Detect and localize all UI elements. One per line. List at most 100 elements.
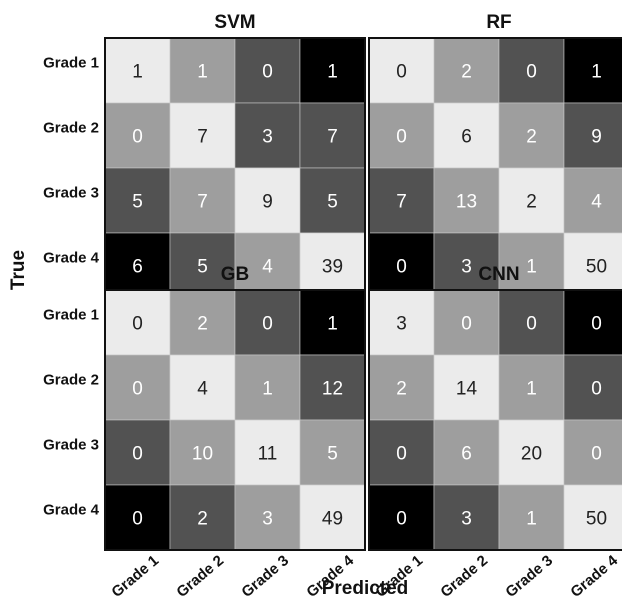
cell-value: 0 (262, 314, 273, 335)
heatmap-cell (433, 102, 500, 169)
heatmap-cell (433, 419, 500, 486)
row-label: Grade 2 (43, 372, 99, 389)
cell-value: 5 (132, 192, 143, 213)
cell-value: 1 (327, 62, 338, 83)
row-label: Grade 1 (43, 55, 99, 72)
heatmap-cell (498, 289, 565, 356)
cell-value: 11 (258, 444, 278, 465)
heatmap-cell (104, 37, 171, 104)
cell-value: 7 (396, 192, 407, 213)
row-label: Grade 2 (43, 120, 99, 137)
heatmap-cell (169, 102, 236, 169)
cell-value: 0 (526, 62, 537, 83)
cell-value: 14 (456, 379, 478, 400)
cell-value: 3 (262, 127, 273, 148)
heatmap-cell (368, 102, 435, 169)
heatmap-cell (104, 232, 171, 299)
cell-value: 1 (262, 379, 273, 400)
cell-value: 1 (526, 257, 537, 278)
cell-value: 0 (132, 127, 143, 148)
heatmap-cell (169, 354, 236, 421)
cell-value: 1 (327, 314, 338, 335)
cell-value: 4 (591, 192, 602, 213)
cell-value: 6 (461, 444, 472, 465)
panel-frame (104, 289, 366, 551)
cell-value: 0 (461, 314, 472, 335)
cell-value: 1 (591, 62, 602, 83)
cell-value: 3 (262, 509, 273, 530)
cell-value: 1 (197, 62, 208, 83)
cell-value: 3 (461, 257, 472, 278)
cell-value: 5 (327, 444, 338, 465)
heatmap-cell (368, 232, 435, 299)
heatmap-cell (498, 354, 565, 421)
cell-value: 0 (132, 314, 143, 335)
cell-value: 10 (192, 444, 213, 465)
cell-value: 0 (262, 62, 273, 83)
cell-value: 2 (526, 127, 537, 148)
cell-value: 7 (197, 127, 208, 148)
cell-value: 0 (396, 257, 407, 278)
cell-value: 0 (396, 509, 407, 530)
heatmap-cell (299, 289, 366, 356)
row-label: Grade 4 (43, 250, 100, 267)
panel-title-svm: SVM (214, 12, 255, 33)
panel-title-rf: RF (486, 12, 511, 33)
cell-value: 1 (526, 379, 537, 400)
cell-value: 0 (591, 444, 602, 465)
column-label: Grade 3 (502, 552, 556, 601)
cell-value: 2 (197, 314, 208, 335)
cell-value: 4 (197, 379, 208, 400)
cell-value: 5 (197, 257, 208, 278)
column-label: Grade 2 (437, 552, 491, 601)
heatmap-cell (299, 167, 366, 234)
heatmap-cell (433, 354, 500, 421)
panel-title-gb: GB (221, 264, 250, 285)
heatmap-cell (433, 289, 500, 356)
column-label: Grade 3 (238, 552, 292, 601)
y-axis-label: True (8, 250, 29, 290)
heatmap-cell (299, 484, 366, 551)
heatmap-cell (563, 167, 622, 234)
panel-frame (368, 289, 622, 551)
x-axis-label: Predicted (322, 578, 409, 599)
cell-value: 12 (322, 379, 343, 400)
heatmap-cell (169, 232, 236, 299)
heatmap-cell (234, 289, 301, 356)
cell-value: 9 (262, 192, 273, 213)
row-label: Grade 1 (43, 307, 99, 324)
cell-value: 1 (132, 62, 143, 83)
heatmap-cell (563, 419, 622, 486)
heatmap-cell (169, 167, 236, 234)
cell-value: 0 (132, 509, 143, 530)
heatmap-cell (498, 102, 565, 169)
heatmap-cell (299, 37, 366, 104)
cell-value: 4 (262, 257, 273, 278)
cell-value: 7 (197, 192, 208, 213)
cell-value: 9 (591, 127, 602, 148)
heatmap-cell (433, 167, 500, 234)
heatmap-cell (104, 354, 171, 421)
heatmap-cell (433, 37, 500, 104)
cell-value: 50 (586, 509, 607, 530)
column-label: Grade 4 (567, 552, 621, 601)
cell-value: 6 (461, 127, 472, 148)
cell-value: 0 (396, 62, 407, 83)
cell-value: 0 (591, 314, 602, 335)
cell-value: 2 (197, 509, 208, 530)
heatmap-cell (368, 167, 435, 234)
heatmap-cell (234, 232, 301, 299)
heatmap-cell (299, 419, 366, 486)
heatmap-cell (104, 102, 171, 169)
cell-value: 5 (327, 192, 338, 213)
cell-value: 6 (132, 257, 143, 278)
panel-title-cnn: CNN (478, 264, 519, 285)
cell-value: 20 (521, 444, 542, 465)
cell-value: 7 (327, 127, 338, 148)
cell-value: 2 (396, 379, 407, 400)
cell-value: 50 (586, 257, 607, 278)
cell-value: 0 (396, 127, 407, 148)
heatmap-cell (498, 167, 565, 234)
heatmap-cell (498, 419, 565, 486)
